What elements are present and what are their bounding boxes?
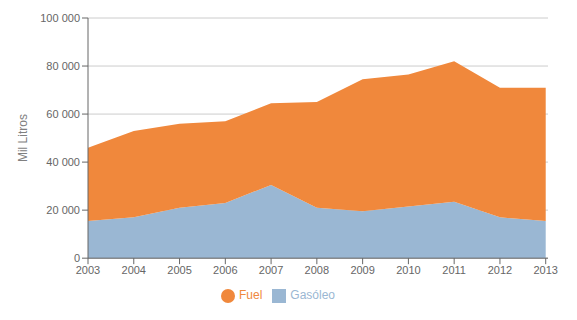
svg-text:2007: 2007 — [259, 264, 283, 276]
svg-text:2004: 2004 — [122, 264, 146, 276]
svg-text:40 000: 40 000 — [46, 156, 80, 168]
svg-text:2008: 2008 — [305, 264, 329, 276]
svg-text:2006: 2006 — [213, 264, 237, 276]
svg-text:20 000: 20 000 — [46, 204, 80, 216]
svg-text:2005: 2005 — [167, 264, 191, 276]
svg-text:80 000: 80 000 — [46, 60, 80, 72]
svg-text:60 000: 60 000 — [46, 108, 80, 120]
svg-text:2011: 2011 — [442, 264, 466, 276]
svg-text:2010: 2010 — [396, 264, 420, 276]
html-text:Gasóleo: Gasóleo — [290, 288, 335, 303]
svg-text:0: 0 — [74, 252, 80, 264]
svg-text:2013: 2013 — [533, 264, 557, 276]
svg-text:2009: 2009 — [350, 264, 374, 276]
html-text:Fuel: Fuel — [239, 288, 263, 303]
svg-text:2003: 2003 — [76, 264, 100, 276]
svg-text:Mil Litros: Mil Litros — [16, 114, 30, 162]
svg-text:2012: 2012 — [488, 264, 512, 276]
svg-text:100 000: 100 000 — [40, 12, 80, 24]
